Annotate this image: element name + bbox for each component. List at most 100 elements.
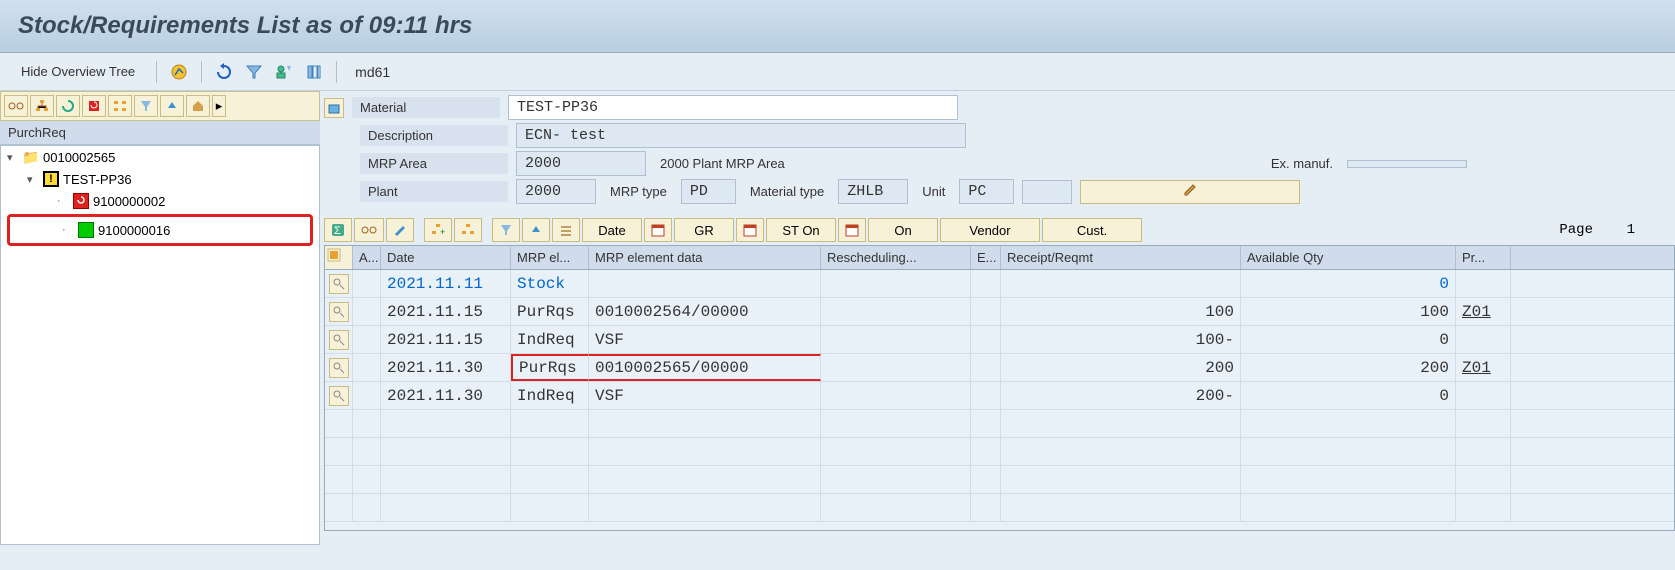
title-bar: Stock/Requirements List as of 09:11 hrs xyxy=(0,0,1675,53)
tree-add-icon[interactable]: + xyxy=(424,218,452,242)
funnel-icon[interactable] xyxy=(134,95,158,117)
row-status-cell xyxy=(353,326,381,353)
hierarchy-icon[interactable] xyxy=(108,95,132,117)
up-icon[interactable] xyxy=(160,95,184,117)
material-icon[interactable] xyxy=(324,98,344,118)
table-row[interactable]: 2021.11.15PurRqs0010002564/00000100100Z0… xyxy=(325,298,1674,326)
plant-field[interactable]: 2000 xyxy=(516,179,596,204)
gr-button[interactable]: GR xyxy=(674,218,734,242)
tree-expand-icon[interactable] xyxy=(454,218,482,242)
ex-manuf-field[interactable] xyxy=(1347,160,1467,168)
date-cell: 2021.11.11 xyxy=(381,270,511,297)
col-header-e[interactable]: E... xyxy=(971,246,1001,269)
overview-tree-panel: ▸ PurchReq ▾ 📁 0010002565 ▾ ! TEST-PP36 … xyxy=(0,91,320,545)
rescheduling-cell xyxy=(821,270,971,297)
expand-icon[interactable]: ▸ xyxy=(212,95,226,117)
exception-cell xyxy=(971,270,1001,297)
description-field: ECN- test xyxy=(516,123,966,148)
row-status-cell xyxy=(353,354,381,381)
available-qty-cell: 0 xyxy=(1241,270,1456,297)
row-status-cell xyxy=(353,382,381,409)
tree-icon[interactable] xyxy=(30,95,54,117)
description-label: Description xyxy=(360,125,508,146)
column-config-icon[interactable] xyxy=(302,60,326,84)
row-detail-icon[interactable] xyxy=(329,330,349,350)
row-action-cell[interactable] xyxy=(325,298,353,325)
leaf-bullet: · xyxy=(62,224,74,236)
table-row[interactable]: 2021.11.15IndReqVSF100-0 xyxy=(325,326,1674,354)
folder-icon: 📁 xyxy=(23,149,39,165)
material-field[interactable]: TEST-PP36 xyxy=(508,95,958,120)
leaf-bullet: · xyxy=(57,195,69,207)
rescheduling-cell xyxy=(821,354,971,381)
col-header-rescheduling[interactable]: Rescheduling... xyxy=(821,246,971,269)
rescheduling-cell xyxy=(821,298,971,325)
glasses-icon[interactable] xyxy=(4,95,28,117)
table-row[interactable]: 2021.11.30PurRqs0010002565/00000200200Z0… xyxy=(325,354,1674,382)
filter-icon[interactable] xyxy=(492,218,520,242)
tree-toolbar: ▸ xyxy=(0,91,320,121)
row-action-cell[interactable] xyxy=(325,382,353,409)
table-row[interactable]: 2021.11.11Stock0 xyxy=(325,270,1674,298)
calendar-icon[interactable] xyxy=(644,218,672,242)
tree-material-node[interactable]: ▾ ! TEST-PP36 xyxy=(1,168,319,190)
row-status-cell xyxy=(353,270,381,297)
grid-corner-button[interactable] xyxy=(325,246,353,269)
col-header-receipt[interactable]: Receipt/Reqmt xyxy=(1001,246,1241,269)
on-button[interactable]: On xyxy=(868,218,938,242)
date-button[interactable]: Date xyxy=(582,218,642,242)
col-header-available[interactable]: Available Qty xyxy=(1241,246,1456,269)
chart-icon[interactable] xyxy=(167,60,191,84)
row-action-cell[interactable] xyxy=(325,354,353,381)
collapse-icon[interactable]: ▾ xyxy=(7,151,19,164)
user-filter-icon[interactable] xyxy=(272,60,296,84)
refresh-red-icon[interactable] xyxy=(82,95,106,117)
cust-button[interactable]: Cust. xyxy=(1042,218,1142,242)
toolbar-separator xyxy=(156,61,157,83)
svg-text:+: + xyxy=(440,227,445,237)
tree-column-header: PurchReq xyxy=(0,121,320,145)
pencil-icon[interactable] xyxy=(386,218,414,242)
mrp-type-field[interactable]: PD xyxy=(681,179,736,204)
page-indicator: Page 1 xyxy=(1559,222,1635,238)
ston-button[interactable]: ST On xyxy=(766,218,836,242)
pr-cell xyxy=(1456,270,1511,297)
row-detail-icon[interactable] xyxy=(329,386,349,406)
home-icon[interactable] xyxy=(186,95,210,117)
tree-leaf-node[interactable]: · 9100000002 xyxy=(1,190,319,212)
col-header-a[interactable]: A... xyxy=(353,246,381,269)
col-header-date[interactable]: Date xyxy=(381,246,511,269)
table-row[interactable]: 2021.11.30IndReqVSF200-0 xyxy=(325,382,1674,410)
date-cell: 2021.11.30 xyxy=(381,354,511,381)
tree-leaf-node-selected[interactable]: · 9100000016 xyxy=(12,219,308,241)
list-icon[interactable] xyxy=(552,218,580,242)
hide-overview-tree-button[interactable]: Hide Overview Tree xyxy=(10,59,146,84)
mrp-area-field[interactable]: 2000 xyxy=(516,151,646,176)
unit-field[interactable]: PC xyxy=(959,179,1014,204)
row-action-cell[interactable] xyxy=(325,270,353,297)
col-header-pr[interactable]: Pr... xyxy=(1456,246,1511,269)
glasses-icon[interactable] xyxy=(354,218,384,242)
col-header-mrpel[interactable]: MRP el... xyxy=(511,246,589,269)
header-form: Material TEST-PP36 Description ECN- test… xyxy=(324,91,1675,215)
row-detail-icon[interactable] xyxy=(329,302,349,322)
vendor-button[interactable]: Vendor xyxy=(940,218,1040,242)
sum-icon[interactable]: Σ xyxy=(324,218,352,242)
material-type-field[interactable]: ZHLB xyxy=(838,179,908,204)
filter-icon[interactable] xyxy=(242,60,266,84)
calendar-2-icon[interactable] xyxy=(736,218,764,242)
row-detail-icon[interactable] xyxy=(329,274,349,294)
row-detail-icon[interactable] xyxy=(329,358,349,378)
row-action-cell[interactable] xyxy=(325,326,353,353)
calendar-3-icon[interactable] xyxy=(838,218,866,242)
unit-extra-field[interactable] xyxy=(1022,180,1072,204)
col-header-mrpdata[interactable]: MRP element data xyxy=(589,246,821,269)
collapse-icon[interactable]: ▾ xyxy=(27,173,39,186)
mrp-element-cell: PurRqs xyxy=(511,354,589,381)
refresh-green-icon[interactable] xyxy=(56,95,80,117)
refresh-icon[interactable] xyxy=(212,60,236,84)
up-icon[interactable] xyxy=(522,218,550,242)
edit-button[interactable] xyxy=(1080,180,1300,204)
tree-root-node[interactable]: ▾ 📁 0010002565 xyxy=(1,146,319,168)
tree-node-label: 9100000016 xyxy=(98,223,170,238)
